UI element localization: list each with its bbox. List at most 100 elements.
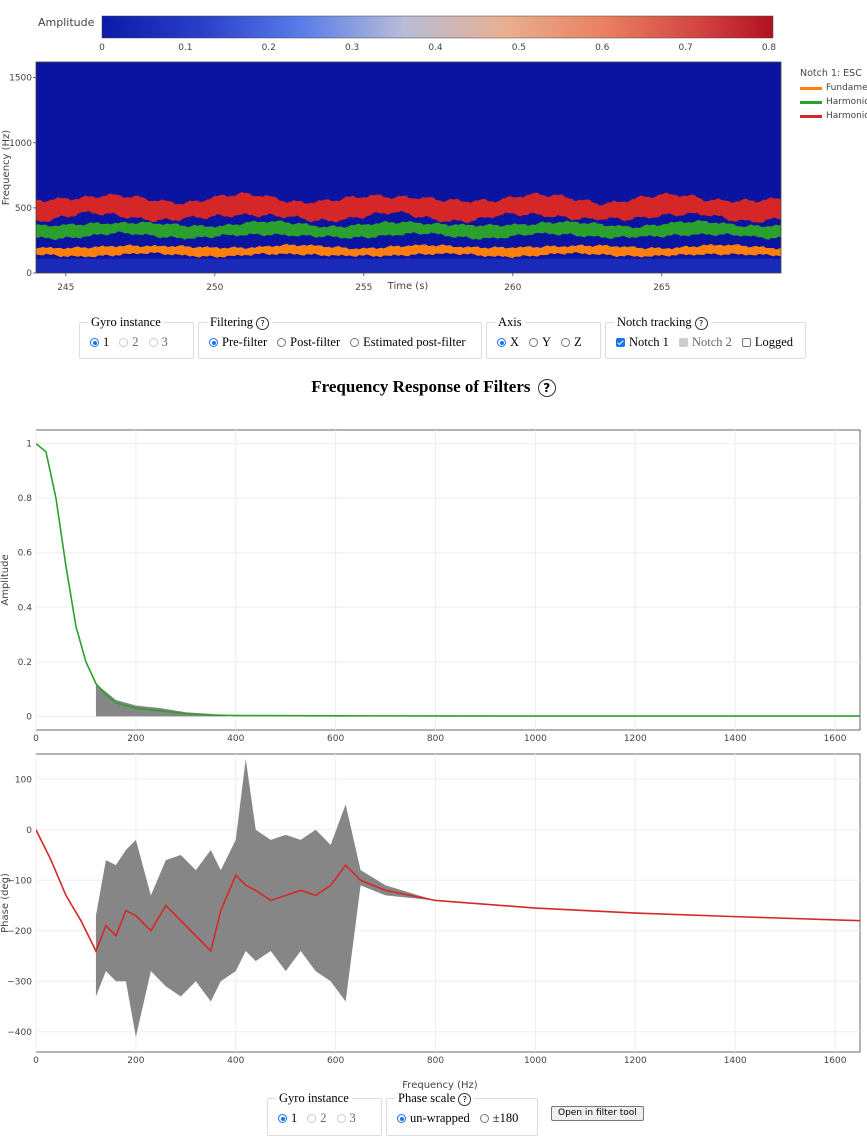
spectrogram-background [36,62,781,273]
legend-item-3[interactable]: Harmonic [800,111,867,121]
legend-item-label: Fundame [826,83,867,93]
x-tick-label: 800 [427,734,444,744]
gyro-option-2[interactable]: 2 [119,335,139,350]
y-tick-label: 0.8 [18,494,33,504]
notch-2-checkbox[interactable]: Notch 2 [678,335,732,350]
filtering-legend: Filtering [210,315,254,329]
y-tick-label: 100 [15,775,32,785]
radio-icon[interactable] [307,1114,317,1123]
axis-legend: Axis [495,315,525,330]
radio-icon[interactable] [148,338,158,347]
colorbar-tick-label: 0.6 [595,43,610,53]
checkbox-icon[interactable] [741,338,751,347]
y-tick-label: 0.2 [18,658,32,668]
spectrogram-bands [36,191,781,273]
filtering-option-estimated[interactable]: Estimated post-filter [350,335,466,350]
colorbar-tick-label: 0.2 [262,43,276,53]
amplitude-plot: 0 200 400 600 800 1000 1200 1400 1600 0 0.2 0.4 0.6 0… [0,429,861,744]
envelope-band [95,683,226,717]
legend-item-2[interactable]: Harmonic [800,97,867,107]
checkbox-icon[interactable] [616,338,625,347]
y-tick-label: 1000 [9,139,32,149]
open-filter-tool-button[interactable]: Open in filter tool [551,1106,644,1121]
x-tick-label: 1000 [524,1056,547,1066]
bottom-gyro-option-1[interactable]: 1 [278,1111,297,1126]
radio-icon[interactable] [479,1114,489,1123]
spectrogram-frame [35,61,782,274]
help-icon[interactable]: ? [537,379,556,398]
colorbar-tick-label: 0.4 [428,43,443,53]
x-tick-label: 0 [33,734,39,744]
colorbar-tick-label: 0.8 [762,43,777,53]
y-tick-label: 1 [26,440,32,450]
help-icon[interactable]: ? [458,1093,472,1106]
phase-scale-unwrapped[interactable]: un-wrapped [397,1111,470,1126]
x-tick-label: 400 [227,1056,244,1066]
radio-icon[interactable] [397,1114,406,1123]
y-tick-label: 0.4 [18,603,33,613]
axis-option-y[interactable]: Y [529,335,551,350]
filtering-option-pre[interactable]: Pre-filter [209,335,267,350]
x-tick-label: 265 [653,283,670,293]
y-tick-label: −300 [7,977,32,987]
colorbar [101,15,774,39]
phase-scale-180[interactable]: ±180 [479,1111,518,1126]
radio-icon[interactable] [497,338,506,347]
x-tick-label: 400 [227,734,244,744]
x-tick-label: 245 [57,283,74,293]
legend-item-1[interactable]: Fundame [800,83,867,93]
radio-icon[interactable] [277,338,287,347]
help-icon[interactable]: ? [694,317,708,330]
gyro-instance-legend: Gyro instance [88,315,164,330]
phase-plot: 0 200 400 600 800 1000 1200 1400 1600−400−300−20… [0,753,861,1091]
y-tick-label: −200 [7,927,32,937]
radio-icon[interactable] [336,1114,346,1123]
y-axis-label: Phase (deg) [0,873,11,933]
legend-swatch [800,100,822,104]
radio-icon[interactable] [278,1114,287,1123]
gyro-option-1[interactable]: 1 [90,335,109,350]
y-tick-label: 0 [26,269,32,279]
radio-icon[interactable] [350,338,360,347]
x-tick-label: 0 [33,1056,39,1066]
legend-swatch [800,86,822,90]
radio-icon[interactable] [561,338,571,347]
colorbar-tick-label: 0.5 [512,43,526,53]
x-tick-label: 200 [127,1056,144,1066]
help-icon[interactable]: ? [256,317,270,330]
notch-tracking-legend: Notch tracking [617,315,692,329]
logged-checkbox[interactable]: Logged [741,335,793,350]
bottom-gyro-option-2[interactable]: 2 [307,1111,327,1126]
checkbox-icon[interactable] [678,338,688,347]
radio-icon[interactable] [529,338,539,347]
plot-frame [35,429,861,731]
axis-option-x[interactable]: X [497,335,519,350]
x-tick-label: 1600 [824,1056,847,1066]
series-line [36,829,860,953]
gyro-instance-group: Gyro instance 1 2 3 [79,315,194,359]
radio-icon[interactable] [90,338,99,347]
legend-swatch [800,114,822,118]
plot-data [36,759,860,1037]
bottom-gyro-legend: Gyro instance [276,1091,352,1106]
phase-scale-legend: Phase scale [398,1091,456,1105]
x-tick-label: 200 [127,734,144,744]
section-title: Frequency Response of Filters ? [0,377,867,398]
gyro-option-3[interactable]: 3 [148,335,168,350]
colorbar-ticks: 0 0.1 0.2 0.3 0.4 0.5 0.6 0.7 0.8 [99,43,776,53]
radio-icon[interactable] [209,338,218,347]
notch-1-checkbox[interactable]: Notch 1 [616,335,669,350]
radio-icon[interactable] [119,338,129,347]
colorbar-tick-label: 0.7 [678,43,692,53]
filtering-option-post[interactable]: Post-filter [277,335,340,350]
series-band-3 [36,191,781,224]
y-tick-label: 0 [26,826,32,836]
x-axis-label: Time (s) [387,281,429,292]
bottom-gyro-option-3[interactable]: 3 [336,1111,356,1126]
series-band-2 [36,219,781,241]
axis-option-z[interactable]: Z [561,335,582,350]
filtering-group: Filtering? Pre-filter Post-filter Estima… [198,315,482,359]
y-tick-label: 0.6 [18,549,33,559]
low-frequency-band [36,258,781,273]
y-tick-label: −400 [7,1028,32,1038]
